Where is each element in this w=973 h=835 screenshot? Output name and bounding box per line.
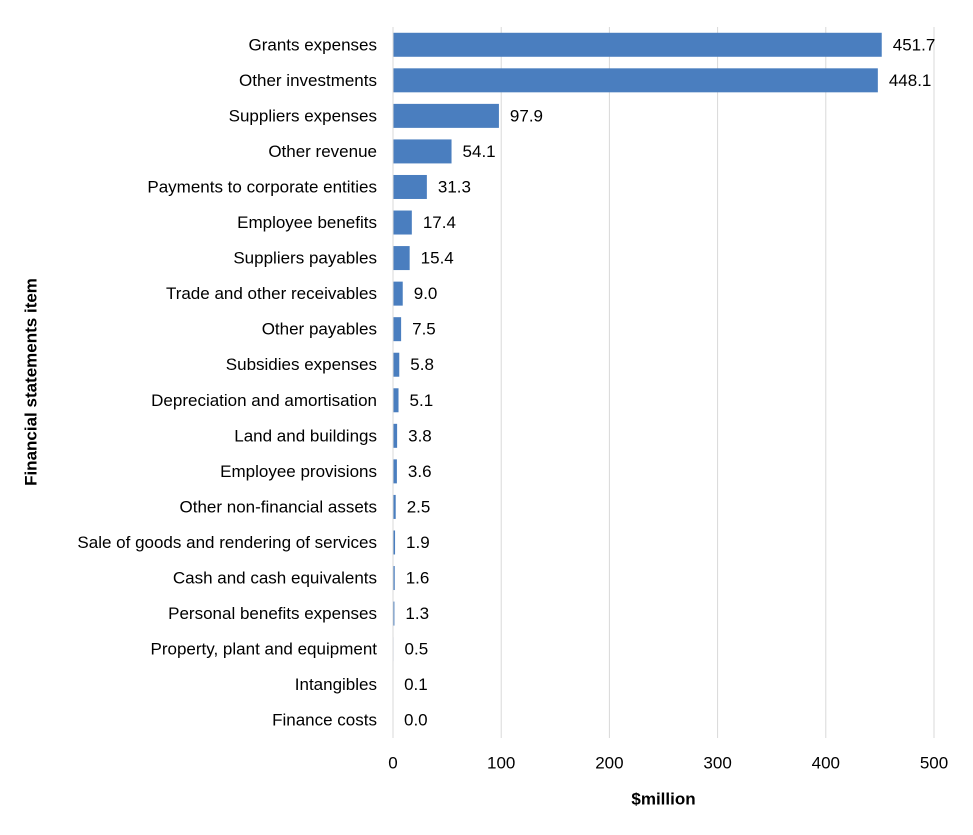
x-tick-label-200: 200 xyxy=(595,754,623,773)
bar-14 xyxy=(393,494,396,519)
category-label-3: Suppliers expenses xyxy=(229,106,377,125)
category-label-5: Payments to corporate entities xyxy=(147,177,377,196)
bar-2 xyxy=(393,68,878,93)
category-label-19: Intangibles xyxy=(295,675,377,694)
data-label-20: 0.0 xyxy=(404,711,428,730)
x-tick-label-500: 500 xyxy=(920,754,948,773)
data-label-9: 7.5 xyxy=(412,320,436,339)
category-label-9: Other payables xyxy=(262,320,377,339)
bar-16 xyxy=(393,566,395,591)
bar-10 xyxy=(393,352,400,377)
category-label-17: Personal benefits expenses xyxy=(168,604,377,623)
y-axis-title: Financial statements item xyxy=(22,278,41,486)
category-label-8: Trade and other receivables xyxy=(166,284,377,303)
data-label-15: 1.9 xyxy=(406,533,430,552)
bar-1 xyxy=(393,32,882,57)
category-label-13: Employee provisions xyxy=(220,462,377,481)
bar-17 xyxy=(393,601,395,626)
category-label-6: Employee benefits xyxy=(237,213,377,232)
bar-8 xyxy=(393,281,403,306)
bar-11 xyxy=(393,388,399,413)
data-label-3: 97.9 xyxy=(510,106,543,125)
data-label-2: 448.1 xyxy=(889,71,932,90)
x-tick-label-100: 100 xyxy=(487,754,515,773)
x-tick-label-0: 0 xyxy=(388,754,397,773)
category-label-18: Property, plant and equipment xyxy=(151,640,378,659)
data-label-6: 17.4 xyxy=(423,213,456,232)
category-label-12: Land and buildings xyxy=(234,426,377,445)
data-label-11: 5.1 xyxy=(410,391,434,410)
bar-15 xyxy=(393,530,396,555)
data-label-7: 15.4 xyxy=(421,249,454,268)
category-label-10: Subsidies expenses xyxy=(226,355,377,374)
x-tick-labels: 0 100 200 300 400 500 xyxy=(388,754,948,773)
data-label-16: 1.6 xyxy=(406,569,430,588)
data-label-1: 451.7 xyxy=(893,35,936,54)
data-label-8: 9.0 xyxy=(414,284,438,303)
x-tick-label-300: 300 xyxy=(703,754,731,773)
category-label-7: Suppliers payables xyxy=(233,249,377,268)
category-label-11: Depreciation and amortisation xyxy=(151,391,377,410)
bar-12 xyxy=(393,423,398,448)
bar-4 xyxy=(393,139,452,164)
data-label-13: 3.6 xyxy=(408,462,432,481)
data-label-5: 31.3 xyxy=(438,177,471,196)
data-label-12: 3.8 xyxy=(408,426,432,445)
category-label-2: Other investments xyxy=(239,71,377,90)
bar-3 xyxy=(393,103,499,128)
gridlines xyxy=(500,27,935,738)
bar-7 xyxy=(393,246,410,271)
category-label-16: Cash and cash equivalents xyxy=(173,569,377,588)
data-labels: 451.7 448.1 97.9 54.1 31.3 17.4 15.4 9.0 7.5 5.8 5… xyxy=(404,35,935,729)
category-label-15: Sale of goods and rendering of services xyxy=(77,533,377,552)
data-label-4: 54.1 xyxy=(463,142,496,161)
bar-9 xyxy=(393,317,402,342)
category-label-4: Other revenue xyxy=(268,142,377,161)
data-label-18: 0.5 xyxy=(405,640,429,659)
data-label-17: 1.3 xyxy=(405,604,429,623)
category-label-1: Grants expenses xyxy=(248,35,377,54)
category-label-20: Finance costs xyxy=(272,711,377,730)
bar-6 xyxy=(393,210,412,235)
category-label-14: Other non-financial assets xyxy=(180,497,378,516)
category-labels: Grants expenses Other investments Supplier… xyxy=(77,35,377,729)
data-label-19: 0.1 xyxy=(404,675,428,694)
bar-5 xyxy=(393,174,427,199)
bars xyxy=(393,32,882,697)
bar-13 xyxy=(393,459,397,484)
x-axis-title: $million xyxy=(631,790,695,809)
x-tick-label-400: 400 xyxy=(812,754,840,773)
data-label-10: 5.8 xyxy=(410,355,434,374)
data-label-14: 2.5 xyxy=(407,497,431,516)
